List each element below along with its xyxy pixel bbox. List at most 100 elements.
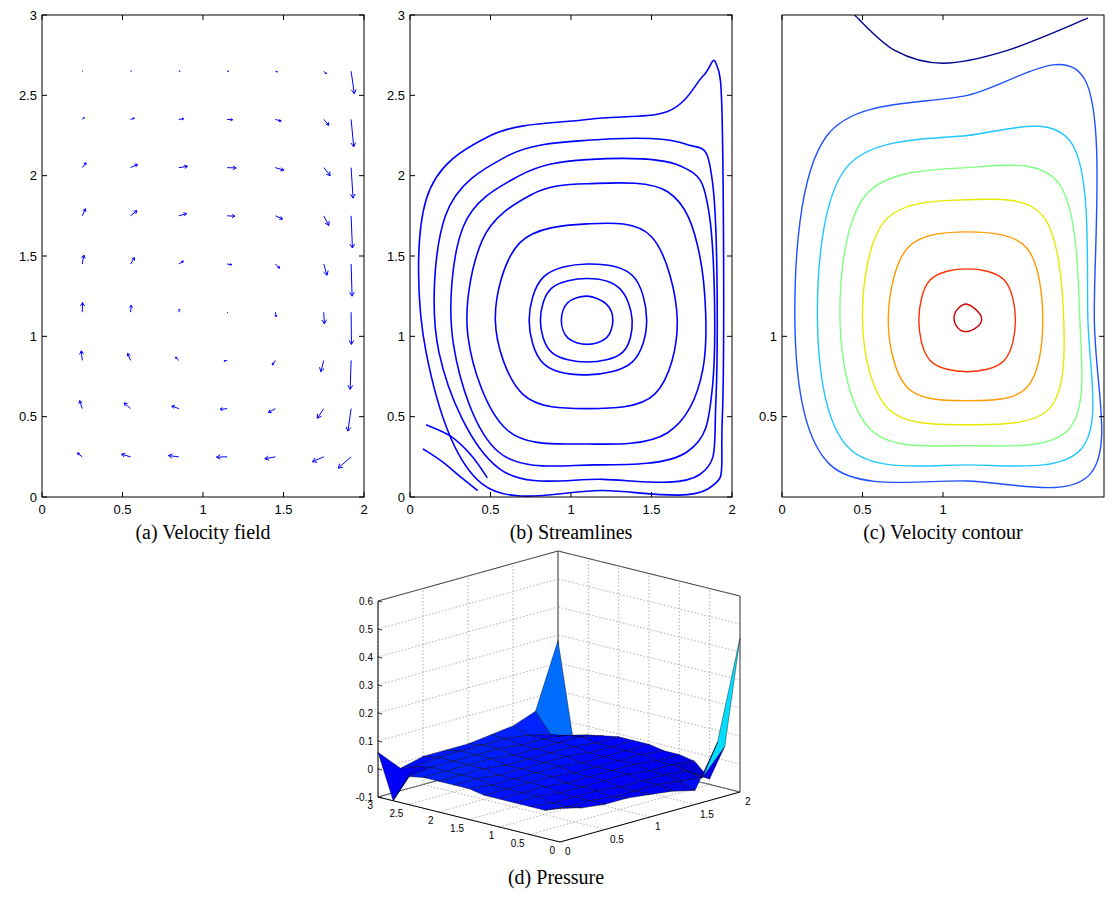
y-tick-label: 0: [549, 845, 555, 856]
x-tick: [571, 15, 572, 20]
x-tick-label: 1.5: [700, 809, 714, 820]
panel-caption: (a) Velocity field: [135, 521, 270, 544]
velocity-arrow: [324, 168, 330, 176]
surface-patch: [545, 807, 583, 810]
y-tick-label: 2: [30, 168, 37, 183]
velocity-arrow: [131, 211, 137, 216]
velocity-arrow: [338, 457, 351, 468]
x-tick-label: 2: [728, 502, 735, 517]
x-tick: [571, 492, 572, 497]
x-tick: [122, 492, 123, 497]
x-tick-label: 0: [38, 502, 45, 517]
velocity-arrow: [129, 305, 132, 312]
velocity-arrow: [227, 264, 232, 266]
x-tick-label: 0.5: [481, 502, 499, 517]
y-tick: [42, 95, 47, 96]
x-tick-label: 2: [360, 502, 367, 517]
contour-line: [817, 126, 1093, 466]
velocity-arrow: [349, 312, 354, 344]
velocity-arrow: [80, 303, 84, 313]
z-tick: [378, 629, 382, 630]
y-tick: [42, 175, 47, 176]
grid-line: [439, 762, 619, 812]
streamline: [495, 223, 677, 408]
streamline: [467, 183, 706, 444]
grid-line: [378, 551, 558, 601]
surface-patch: [612, 791, 650, 798]
y-tick-label: 0: [30, 490, 37, 505]
x-tick-label: 0: [565, 846, 571, 857]
x-tick-label: 2: [745, 796, 751, 807]
velocity-arrow: [179, 309, 180, 312]
velocity-arrow: [130, 70, 132, 71]
y-tick: [410, 256, 415, 257]
y-tick: [782, 336, 787, 337]
velocity-arrow: [124, 403, 130, 409]
x-tick: [203, 492, 204, 497]
y-tick: [42, 336, 47, 337]
velocity-arrow: [324, 71, 327, 74]
grid-line: [378, 607, 558, 657]
x-tick-label: 0: [406, 502, 413, 517]
contour-line: [919, 269, 1016, 372]
streamline: [434, 138, 717, 482]
velocity-arrow: [320, 360, 325, 371]
velocity-arrow: [179, 118, 184, 120]
grid-line: [423, 589, 424, 785]
surface-patch: [702, 638, 740, 778]
y-tick: [727, 256, 732, 257]
y-tick: [727, 15, 732, 16]
z-tick-label: 0.5: [359, 624, 373, 635]
y-tick: [359, 336, 364, 337]
velocity-arrow: [131, 258, 135, 264]
grid-line: [378, 663, 558, 713]
grid-line: [558, 663, 740, 708]
grid-line: [558, 579, 740, 624]
velocity-arrow: [82, 70, 84, 71]
y-tick: [410, 175, 415, 176]
z-tick: [378, 601, 382, 602]
velocity-arrow: [227, 70, 229, 72]
x-tick-label: 0: [778, 502, 785, 517]
z-tick-label: 0.3: [359, 680, 373, 691]
x-tick-label: 1: [567, 502, 574, 517]
velocity-arrow: [82, 209, 86, 216]
y-tick-label: 2.5: [387, 88, 405, 103]
y-tick: [410, 416, 415, 417]
velocity-arrow: [324, 216, 329, 226]
velocity-arrow: [80, 351, 84, 361]
streamline: [419, 60, 724, 496]
velocity-arrow: [317, 409, 323, 419]
z-tick-label: 0.2: [359, 708, 373, 719]
velocity-arrow: [351, 119, 356, 146]
x-tick: [782, 15, 783, 20]
y-tick: [359, 95, 364, 96]
y-tick: [410, 336, 415, 337]
plot-frame: [42, 15, 364, 497]
z-tick: [378, 741, 382, 742]
plot-frame: [410, 15, 732, 497]
x-tick: [943, 15, 944, 20]
contour-line: [854, 15, 1087, 63]
streamline: [529, 264, 647, 375]
grid-line: [469, 770, 649, 820]
velocity-arrow: [81, 255, 85, 264]
contour-line: [862, 199, 1064, 425]
velocity-arrow: [227, 312, 229, 314]
x-tick-label: 0.5: [853, 502, 871, 517]
y-tick-label: 2.5: [389, 808, 403, 819]
streamline: [426, 425, 487, 478]
x-tick: [943, 492, 944, 497]
x-tick-label: 1.5: [642, 502, 660, 517]
velocity-arrow: [227, 118, 232, 120]
z-axis: [378, 601, 379, 797]
data-layer: [419, 60, 724, 496]
y-tick: [359, 256, 364, 257]
velocity-arrow: [79, 401, 82, 409]
velocity-arrow: [275, 264, 279, 268]
y-axis: [378, 797, 560, 842]
panel-surface: -0.100.10.20.30.40.50.600.511.522.5300.5…: [356, 551, 751, 889]
x-tick-label: 1: [199, 502, 206, 517]
contour-line: [840, 165, 1082, 446]
velocity-arrow: [275, 168, 283, 172]
